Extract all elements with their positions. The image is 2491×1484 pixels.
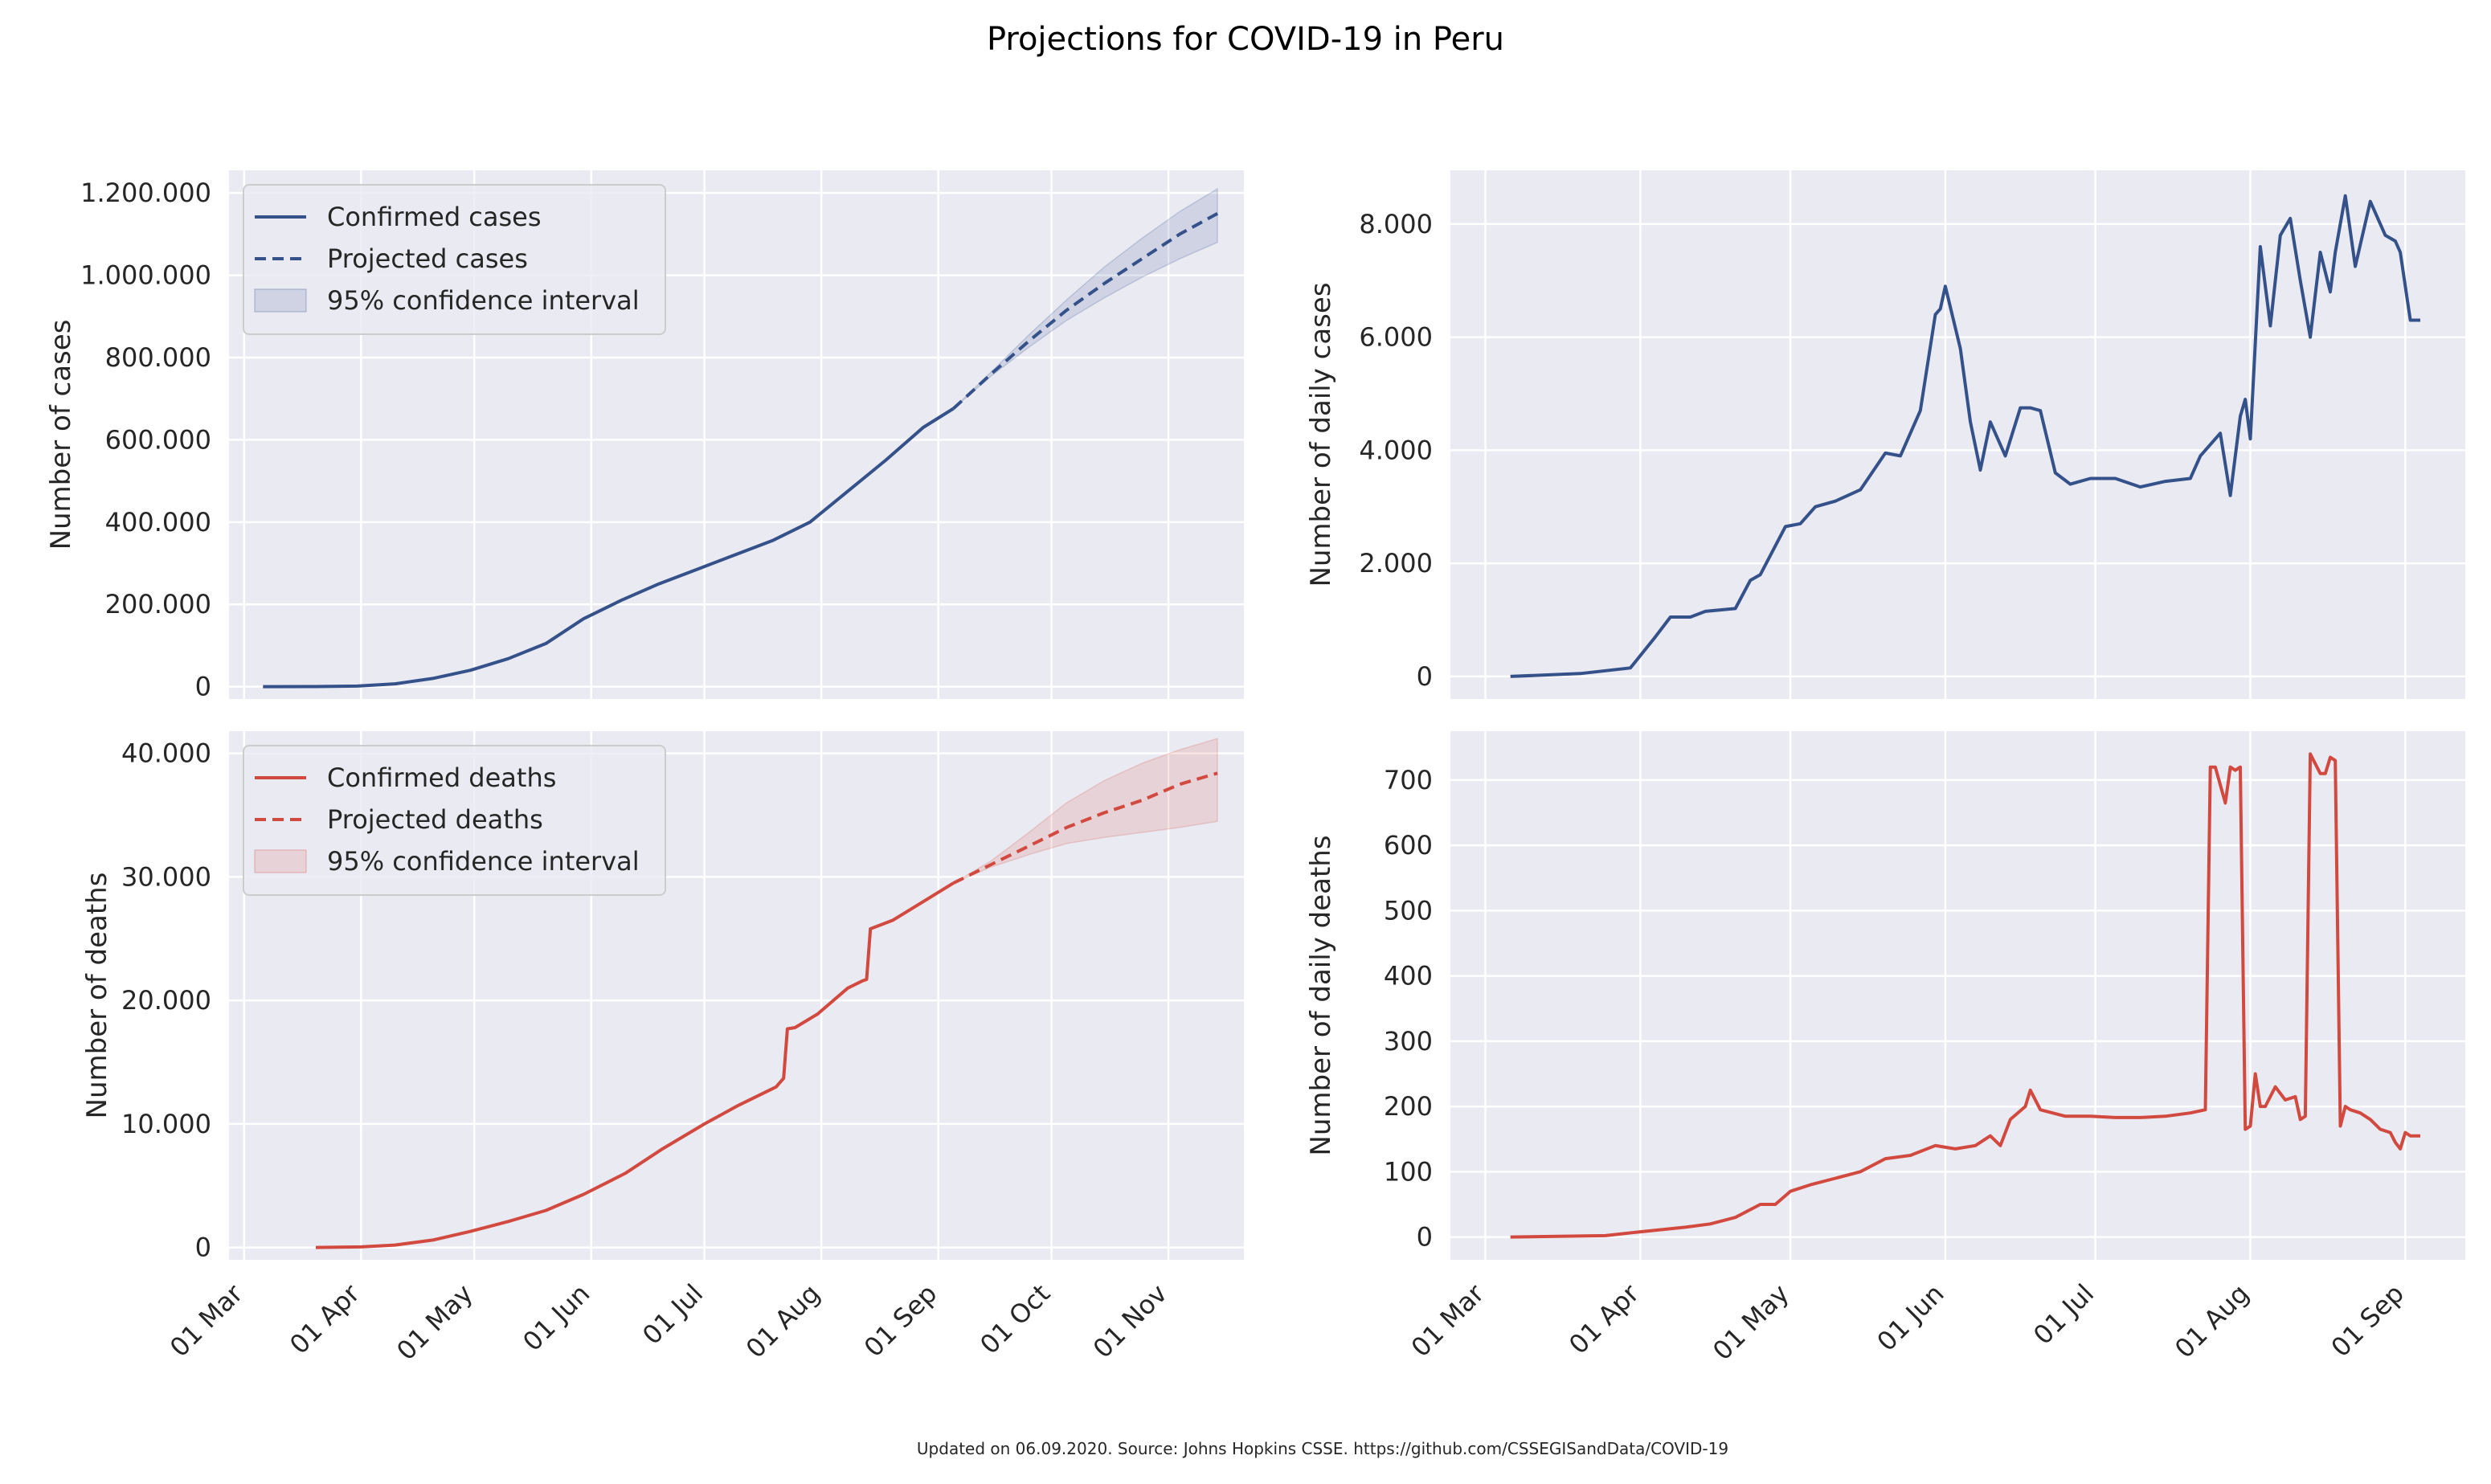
x-tick-label: 01 Jul [636, 1278, 709, 1351]
projected-series-line [952, 212, 1219, 410]
y-tick-label: 0 [195, 672, 211, 702]
legend-entry: 95% confidence interval [327, 846, 640, 877]
confidence-band [952, 187, 1218, 410]
series-line [1510, 752, 2420, 1239]
y-tick-label: 0 [1417, 661, 1433, 692]
y-tick-label: 0 [195, 1233, 211, 1263]
footer-source-note: Updated on 06.09.2020. Source: Johns Hop… [917, 1439, 1728, 1458]
y-tick-label: 700 [1384, 765, 1433, 795]
x-tick-label: 01 Oct [974, 1278, 1056, 1360]
x-tick-label: 01 May [1707, 1278, 1795, 1367]
x-tick-label: 01 Sep [2325, 1278, 2410, 1363]
y-tick-label: 4.000 [1359, 435, 1433, 465]
legend-entry: Projected cases [327, 243, 528, 274]
legend-box [243, 745, 666, 896]
daily-cases-panel: 0 2.000 4.000 6.000 8.000 Number of daily cas… [1305, 170, 2465, 699]
series-line [263, 407, 955, 689]
y-tick-label: 400 [1384, 961, 1433, 991]
y-tick-label: 200 [1384, 1091, 1433, 1122]
cumulative-deaths-panel: 01 Mar 01 Apr 01 May 01 Jun 01 Jul 01 Aug 01 S… [81, 731, 1244, 1366]
plot-area [1450, 731, 2465, 1260]
plot-area [1450, 170, 2465, 699]
y-tick-label: 500 [1384, 895, 1433, 926]
legend-box [243, 184, 666, 335]
y-tick-label: 400.000 [105, 507, 211, 538]
legend-entry: Confirmed deaths [327, 762, 556, 793]
figure-title: Projections for COVID-19 in Peru [987, 21, 1504, 58]
y-tick-label: 800.000 [105, 342, 211, 373]
x-tick-label: 01 Mar [1405, 1278, 1491, 1363]
y-axis-label: Number of deaths [81, 873, 113, 1119]
series-line [1510, 194, 2420, 678]
x-tick-label: 01 Aug [2169, 1278, 2255, 1364]
x-tick-label: 01 Jul [2027, 1278, 2100, 1351]
x-tick-label: 01 Nov [1087, 1278, 1173, 1364]
x-tick-label: 01 Aug [740, 1278, 826, 1364]
x-tick-label: 01 Mar [164, 1278, 249, 1363]
y-axis-label: Number of cases [45, 320, 77, 550]
legend-entry: Projected deaths [327, 804, 543, 835]
y-tick-label: 200.000 [105, 589, 211, 619]
legend-entry: 95% confidence interval [327, 285, 640, 316]
x-tick-label: 01 Sep [858, 1278, 943, 1363]
y-tick-label: 6.000 [1359, 322, 1433, 353]
legend-entry: Confirmed cases [327, 202, 542, 232]
y-tick-label: 0 [1417, 1222, 1433, 1253]
y-tick-label: 2.000 [1359, 548, 1433, 578]
legend-swatch [254, 288, 307, 313]
x-tick-label: 01 Apr [1563, 1278, 1646, 1360]
confidence-band [953, 738, 1218, 884]
y-tick-label: 1.000.000 [80, 260, 211, 291]
x-tick-label: 01 May [391, 1278, 479, 1367]
y-tick-label: 40.000 [121, 738, 211, 769]
y-axis-label: Number of daily cases [1305, 282, 1337, 587]
y-tick-label: 300 [1384, 1026, 1433, 1057]
projected-series-line [952, 771, 1218, 885]
y-tick-label: 1.200.000 [80, 178, 211, 208]
y-tick-label: 8.000 [1359, 209, 1433, 239]
y-axis-label: Number of daily deaths [1305, 835, 1337, 1155]
series-line [315, 881, 955, 1249]
y-tick-label: 20.000 [121, 985, 211, 1016]
y-tick-label: 30.000 [121, 861, 211, 892]
y-tick-label: 600 [1384, 830, 1433, 861]
y-tick-label: 10.000 [121, 1109, 211, 1139]
daily-deaths-panel: 01 Mar 01 Apr 01 May 01 Jun 01 Jul 01 Aug 01 S… [1305, 731, 2465, 1366]
x-tick-label: 01 Apr [284, 1278, 366, 1360]
cumulative-cases-panel: 0 200.000 400.000 600.000 800.000 1.000.000 1.… [45, 170, 1244, 702]
y-tick-label: 100 [1384, 1156, 1433, 1187]
y-tick-label: 600.000 [105, 424, 211, 455]
x-tick-label: 01 Jun [517, 1278, 595, 1357]
legend-swatch [254, 849, 307, 873]
x-tick-label: 01 Jun [1871, 1278, 1949, 1357]
